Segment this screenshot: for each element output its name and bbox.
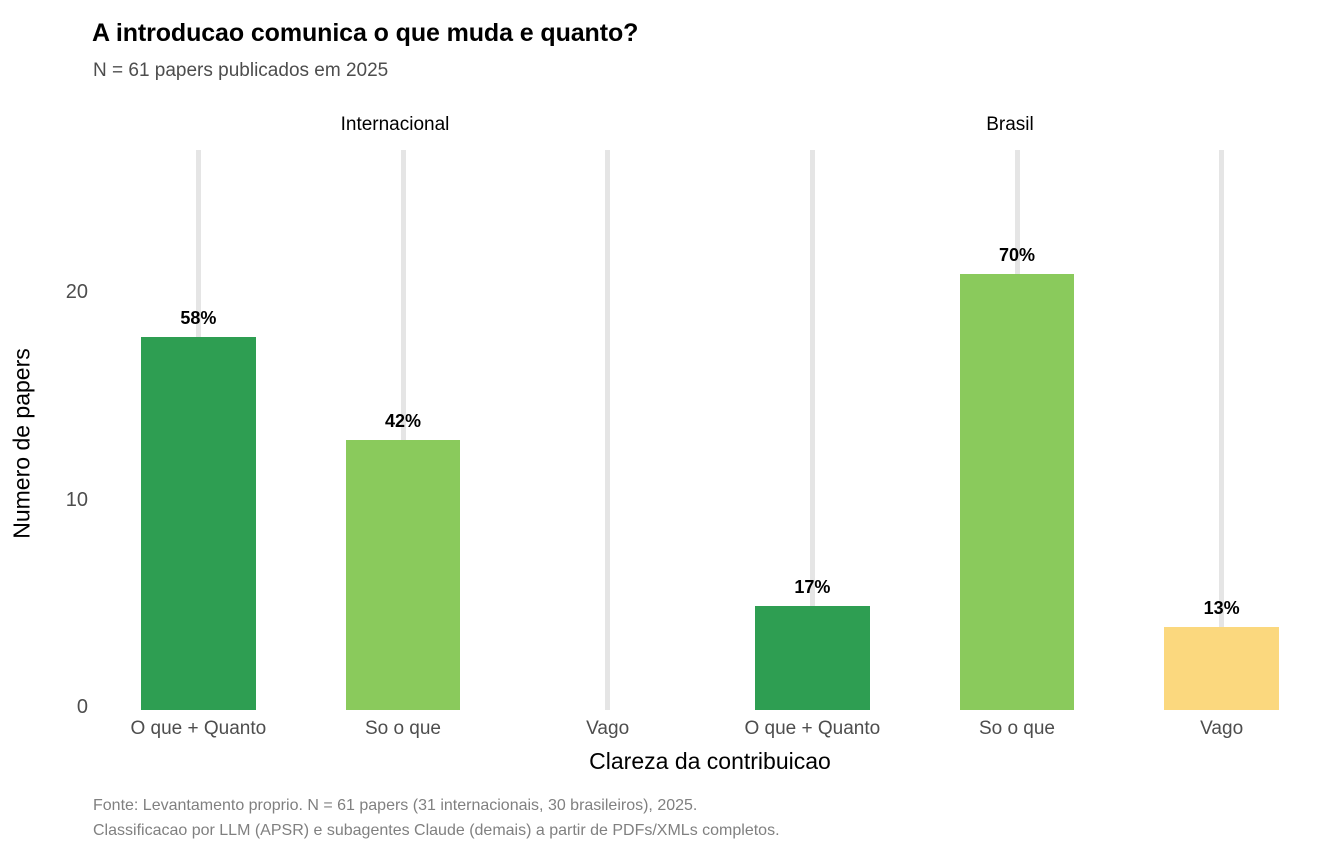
page-title: A introducao comunica o que muda e quant… <box>92 19 639 47</box>
facet-label-internacional: Internacional <box>340 114 450 135</box>
facet-label-brasil: Brasil <box>986 114 1034 135</box>
bar-value-label: 70% <box>998 245 1035 266</box>
x-tick-label: Vago <box>586 718 630 739</box>
plot-panel: 58% 42% 17% 70% 13% <box>96 150 1324 710</box>
bar-value-label: 58% <box>180 307 217 328</box>
figure-caption: Fonte: Levantamento proprio. N = 61 pape… <box>93 793 780 843</box>
caption-line-2: Classificacao por LLM (APSR) e subagente… <box>93 822 780 839</box>
bar[interactable] <box>755 606 870 710</box>
x-tick-label: So o que <box>364 718 442 739</box>
y-tick-label-20: 20 <box>65 281 88 304</box>
bar[interactable] <box>959 274 1075 710</box>
y-axis-title: Numero de papers <box>8 348 35 539</box>
gridline-x <box>809 150 815 710</box>
x-tick-label: Vago <box>1200 718 1244 739</box>
y-axis: 20 10 0 <box>0 150 88 718</box>
bar[interactable] <box>1164 627 1279 710</box>
bar[interactable] <box>141 336 256 710</box>
y-tick-label-10: 10 <box>65 488 88 511</box>
x-axis-title: Clareza da contribuicao <box>589 748 831 774</box>
caption-line-1: Fonte: Levantamento proprio. N = 61 pape… <box>93 797 698 814</box>
chart-subtitle: N = 61 papers publicados em 2025 <box>93 60 389 81</box>
bar-value-label: 13% <box>1203 598 1240 619</box>
x-tick-label: O que + Quanto <box>744 718 881 739</box>
gridline-x <box>1219 150 1225 710</box>
bar-value-label: 17% <box>794 577 831 598</box>
y-tick-label-0: 0 <box>76 696 88 718</box>
bar-value-label: 42% <box>384 411 421 432</box>
x-tick-label: So o que <box>978 718 1056 739</box>
gridline-x <box>605 150 611 710</box>
x-tick-label: O que + Quanto <box>130 718 267 739</box>
bar[interactable] <box>345 440 461 710</box>
gridline-x <box>400 150 406 710</box>
